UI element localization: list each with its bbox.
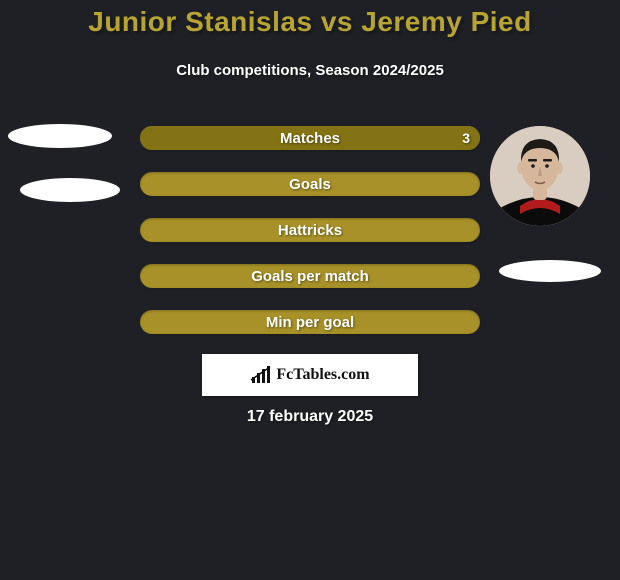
stat-bars: Matches3 Goals Hattricks Goals per match Min… [140, 126, 480, 356]
comparison-infographic: Junior Stanislas vs Jeremy Pied Club com… [0, 0, 620, 580]
stat-bar: Min per goal [140, 310, 480, 334]
stat-bar: Goals per match [140, 264, 480, 288]
avatar-icon [490, 126, 590, 226]
stat-bar: Hattricks [140, 218, 480, 242]
subtitle: Club competitions, Season 2024/2025 [0, 62, 620, 79]
right-player-avatar [490, 126, 590, 226]
bar-chart-icon [250, 366, 272, 384]
stat-bar: Matches3 [140, 126, 480, 150]
stat-bar-label: Matches [140, 126, 480, 150]
stat-bar-label: Min per goal [140, 310, 480, 334]
placeholder-ellipse [8, 124, 112, 148]
logo-text: FcTables.com [276, 366, 369, 384]
stat-bar: Goals [140, 172, 480, 196]
stat-bar-label: Goals [140, 172, 480, 196]
placeholder-ellipse [20, 178, 120, 202]
right-player-name-placeholder [499, 260, 601, 282]
stat-bar-label: Hattricks [140, 218, 480, 242]
stat-bar-label: Goals per match [140, 264, 480, 288]
page-title: Junior Stanislas vs Jeremy Pied [0, 6, 620, 38]
fctables-logo: FcTables.com [202, 354, 418, 396]
snapshot-date: 17 february 2025 [0, 408, 620, 426]
stat-bar-value: 3 [462, 126, 470, 150]
